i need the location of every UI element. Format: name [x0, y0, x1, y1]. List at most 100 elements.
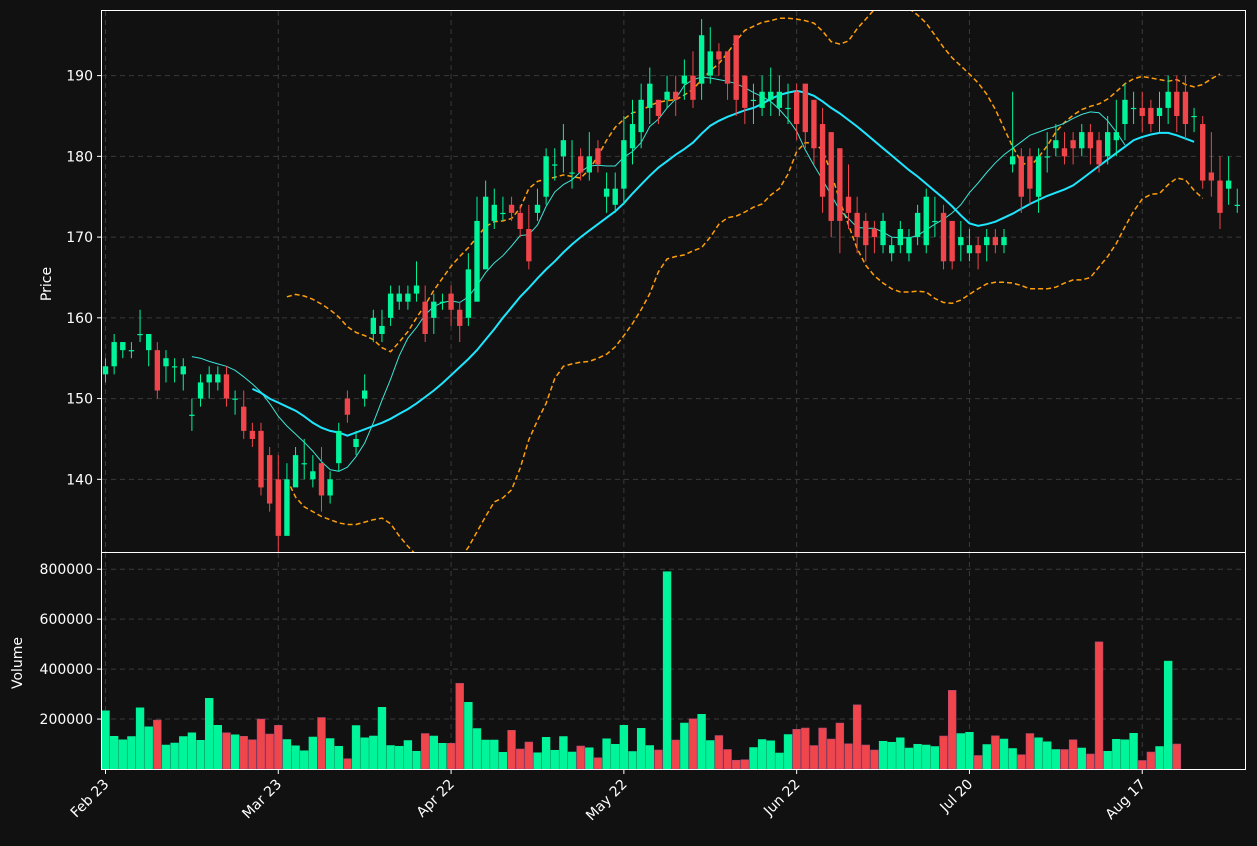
candle-body	[232, 398, 238, 400]
price-axis-label: Price	[39, 267, 55, 301]
slow-moving-average-line	[251, 89, 1195, 437]
volume-bar	[516, 748, 525, 770]
volume-bar	[161, 744, 171, 770]
volume-bar	[775, 752, 784, 770]
candle-body	[318, 463, 325, 496]
candle-body	[1165, 91, 1171, 108]
candle-body	[405, 293, 411, 302]
volume-bar	[636, 727, 646, 770]
candle-body	[577, 156, 584, 173]
volume-bar	[1043, 741, 1052, 770]
volume-bar	[688, 718, 698, 770]
volume-bar	[438, 742, 447, 770]
candle-body	[301, 463, 307, 465]
volume-bar	[446, 742, 456, 770]
candle-body	[1225, 180, 1232, 189]
candle-body	[1044, 156, 1050, 158]
candle-body	[889, 245, 895, 254]
volume-tick-label: 600000	[40, 612, 93, 628]
price-tick-label: 180	[66, 149, 93, 165]
volume-bar	[187, 732, 197, 770]
candle-body	[1027, 156, 1033, 189]
candle-body	[984, 237, 990, 246]
candle-body	[1113, 132, 1119, 141]
volume-bar	[792, 728, 801, 770]
volume-bar	[1017, 754, 1026, 770]
candle-body	[560, 140, 567, 157]
candle-body	[690, 75, 696, 100]
volume-bar	[1094, 641, 1104, 770]
candle-body	[932, 220, 938, 223]
candle-body	[802, 83, 808, 133]
candle-body	[992, 237, 999, 246]
candle-body	[327, 479, 333, 496]
volume-bar	[809, 745, 819, 770]
volume-bar	[1155, 746, 1164, 770]
volume-bar	[1077, 747, 1086, 770]
candle-body	[526, 229, 532, 262]
volume-bar	[369, 735, 378, 770]
candle-body	[387, 293, 394, 318]
candle-body	[638, 99, 644, 133]
candle-body	[1122, 99, 1128, 125]
candle-body	[146, 333, 152, 351]
candle-body	[975, 245, 981, 254]
candle-body	[1018, 156, 1024, 197]
candle-body	[154, 350, 161, 391]
candle-body	[1079, 132, 1085, 149]
candle-body	[698, 35, 705, 84]
candle-body	[120, 342, 126, 351]
candle-body	[197, 382, 204, 399]
volume-bar	[308, 736, 318, 770]
volume-bar	[930, 746, 940, 770]
volume-bar	[576, 745, 585, 770]
candle-body	[292, 455, 299, 488]
candle-body	[673, 91, 679, 100]
volume-panel: 200000 400000 600000 800000 Volume	[10, 552, 1246, 770]
candle-body	[379, 325, 385, 334]
volume-bar	[878, 740, 888, 770]
volume-bar	[585, 747, 594, 770]
volume-bar	[680, 722, 689, 770]
volume-bar	[1008, 748, 1017, 770]
volume-bar	[481, 739, 490, 770]
volume-bar	[913, 743, 922, 770]
volume-bar	[671, 739, 680, 770]
volume-bar	[904, 747, 914, 770]
candle-body	[707, 51, 713, 76]
volume-bars	[101, 571, 1181, 770]
candle-body	[768, 91, 774, 100]
volume-bar	[533, 752, 542, 770]
volume-bar	[256, 718, 266, 770]
candle-body	[275, 479, 281, 536]
candle-body	[431, 301, 437, 318]
candle-body	[552, 164, 558, 166]
candle-body	[223, 374, 230, 399]
candle-body	[482, 196, 489, 270]
volume-bar	[844, 743, 853, 770]
volume-bar	[490, 739, 499, 770]
candle-body	[647, 83, 653, 108]
volume-bar	[939, 735, 948, 770]
volume-bar	[472, 728, 482, 770]
volume-bar	[801, 727, 810, 770]
candle-body	[465, 269, 472, 318]
candle-body	[854, 212, 860, 238]
volume-y-ticks: 200000 400000 600000 800000	[40, 562, 102, 728]
candle-body	[716, 51, 722, 60]
candle-body	[1148, 107, 1154, 125]
volume-bar	[593, 757, 603, 770]
candle-body	[603, 188, 610, 197]
bollinger-bands	[286, 11, 1221, 552]
candle-body	[793, 91, 800, 125]
candle-body	[914, 212, 921, 238]
candle-body	[396, 293, 402, 302]
volume-bar	[706, 740, 715, 770]
candle-body	[906, 237, 912, 254]
volume-bar	[991, 735, 1000, 770]
volume-bar	[498, 751, 508, 770]
volume-bar	[1068, 739, 1078, 770]
candle-body	[163, 358, 169, 367]
